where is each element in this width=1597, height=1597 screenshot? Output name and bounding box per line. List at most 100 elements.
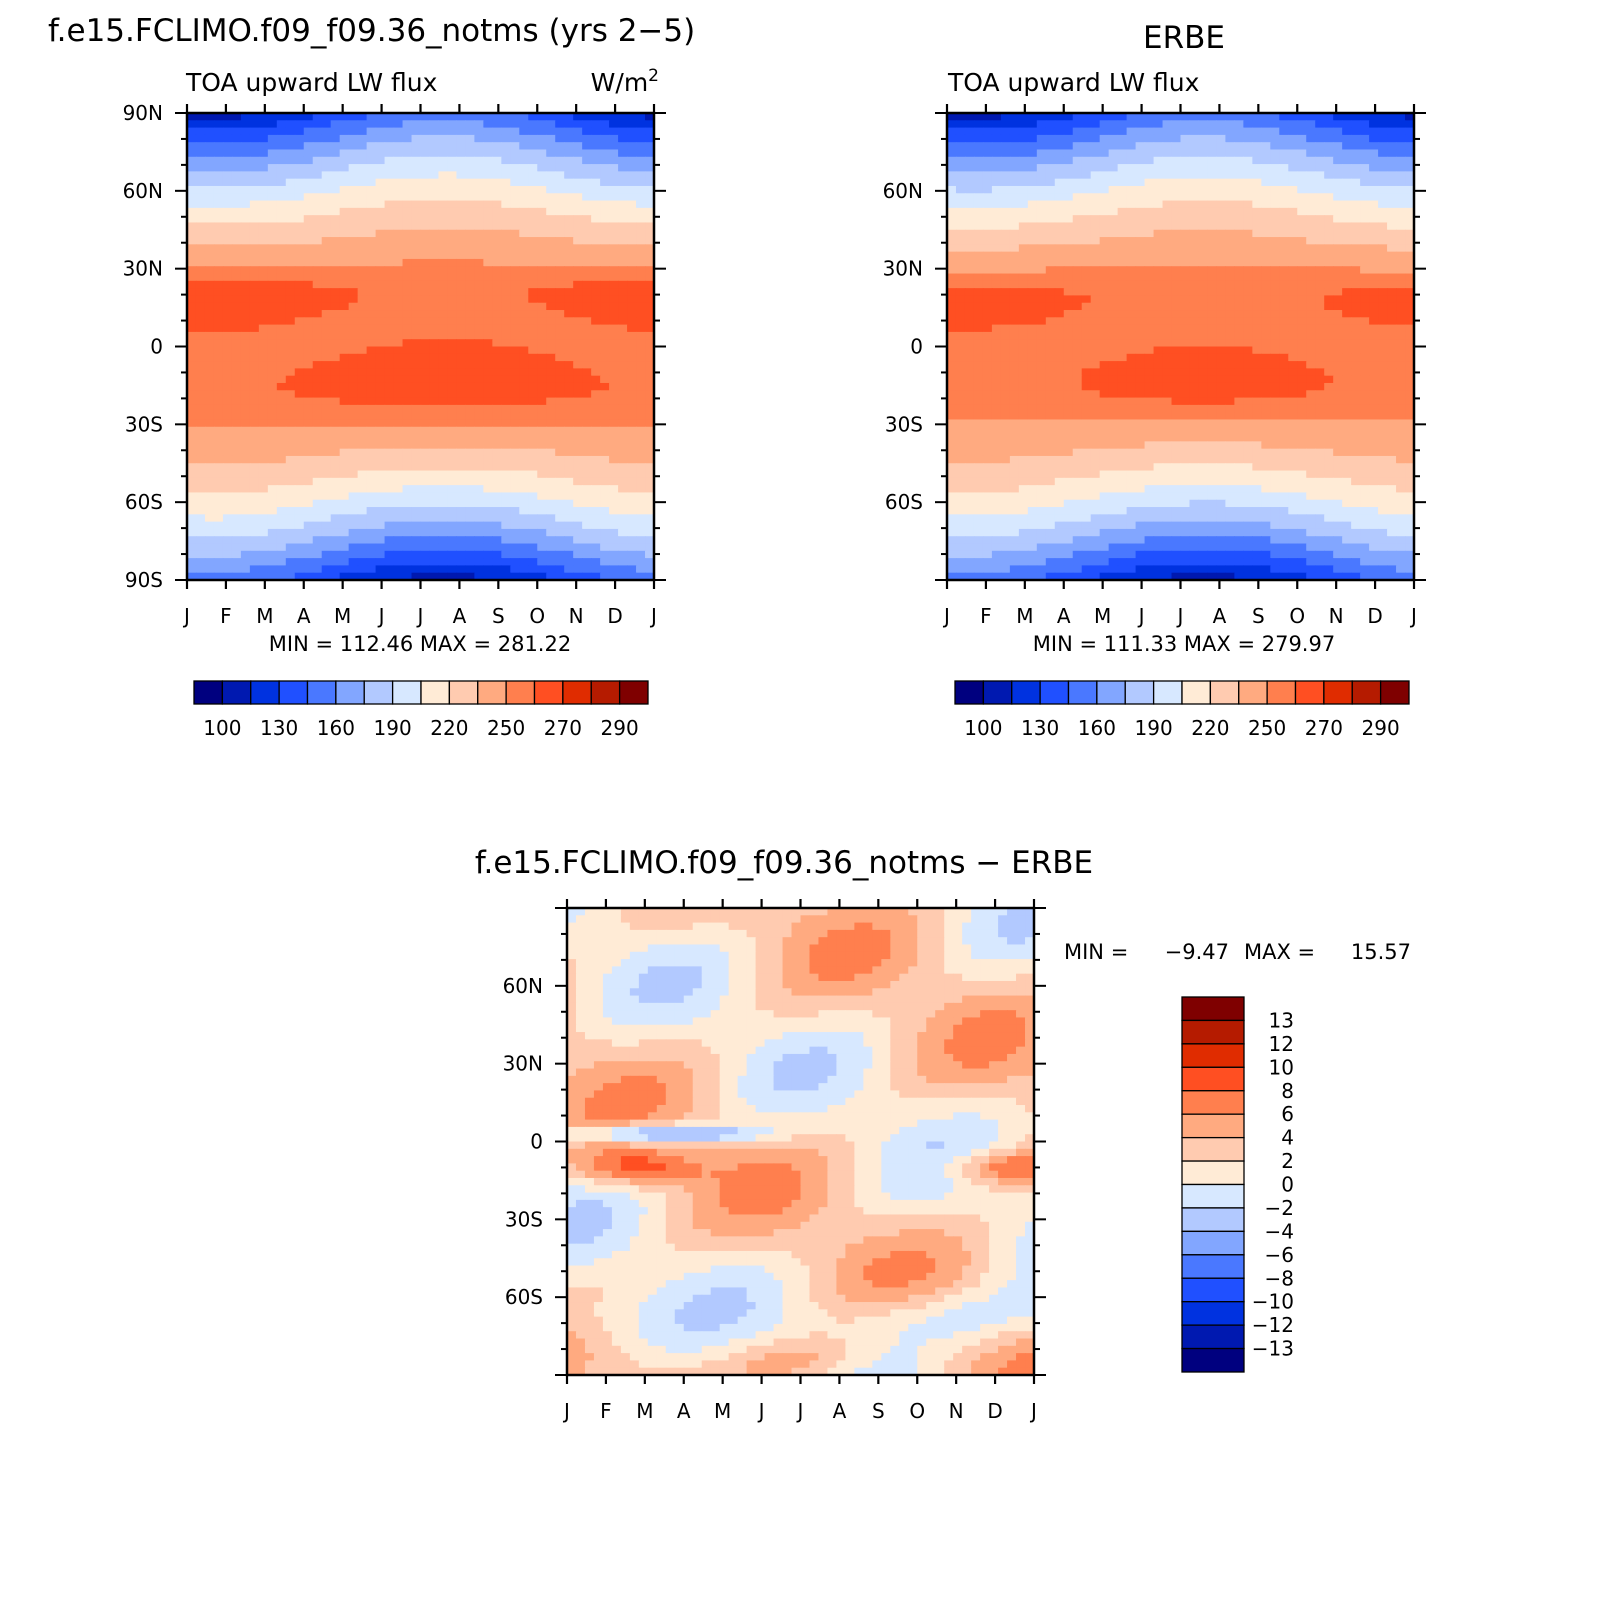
field-cell	[303, 463, 314, 472]
field-cell	[609, 164, 619, 172]
field-cell	[456, 244, 466, 253]
field-cell	[474, 550, 484, 559]
field-cell	[573, 244, 583, 253]
field-cell	[312, 463, 323, 472]
field-cell	[591, 244, 601, 253]
field-cell	[366, 171, 377, 180]
field-cell	[330, 222, 341, 231]
field-cell	[1207, 142, 1218, 151]
field-cell	[393, 222, 404, 231]
field-cell	[411, 528, 422, 537]
field-cell	[546, 448, 556, 457]
field-cell	[258, 455, 269, 464]
field-cell	[1306, 185, 1316, 194]
field-cell	[429, 507, 440, 515]
field-cell	[609, 536, 619, 545]
field-cell	[231, 514, 242, 523]
field-cell	[492, 251, 502, 260]
field-cell	[303, 361, 314, 369]
field-cell	[618, 485, 628, 494]
field-cell	[627, 171, 637, 180]
field-cell	[1234, 222, 1244, 231]
field-cell	[438, 193, 449, 202]
field-cell	[465, 521, 475, 530]
field-cell	[411, 419, 422, 428]
field-cell	[555, 258, 565, 267]
field-cell	[573, 390, 583, 399]
field-cell	[321, 331, 332, 340]
field-cell	[627, 565, 637, 574]
field-cell	[1261, 317, 1271, 326]
field-cell	[591, 324, 601, 333]
field-cell	[483, 156, 493, 165]
field-cell	[438, 448, 449, 457]
field-cell	[1144, 258, 1155, 267]
field-cell	[294, 193, 305, 202]
field-cell	[222, 149, 233, 158]
field-cell	[276, 339, 287, 348]
field-cell	[213, 572, 224, 581]
field-cell	[187, 310, 197, 318]
field-cell	[1171, 215, 1182, 224]
field-cell	[555, 572, 565, 581]
field-cell	[1027, 258, 1038, 267]
field-cell	[1369, 288, 1379, 297]
field-cell	[1387, 134, 1397, 143]
field-cell	[1153, 185, 1164, 194]
field-cell	[591, 441, 601, 450]
field-cell	[240, 280, 251, 289]
field-cell	[276, 156, 287, 165]
field-cell	[645, 550, 655, 559]
field-cell	[1315, 317, 1325, 326]
field-cell	[1027, 178, 1038, 187]
field-cell	[591, 572, 601, 581]
field-cell	[1351, 273, 1361, 282]
field-cell	[348, 164, 359, 172]
field-cell	[447, 156, 458, 165]
field-cell	[294, 120, 305, 129]
field-cell	[546, 113, 556, 121]
field-cell	[1162, 288, 1173, 297]
field-cell	[582, 295, 592, 304]
field-cell	[1396, 310, 1406, 318]
field-cell	[1207, 164, 1218, 172]
field-cell	[546, 302, 556, 311]
field-cell	[195, 485, 206, 494]
field-cell	[303, 113, 314, 121]
field-cell	[312, 324, 323, 333]
field-cell	[645, 404, 655, 413]
field-cell	[600, 164, 610, 172]
field-cell	[555, 120, 565, 129]
field-cell	[1099, 273, 1110, 282]
field-cell	[1333, 258, 1343, 267]
field-cell	[1189, 127, 1200, 136]
field-cell	[195, 404, 206, 413]
field-cell	[303, 543, 314, 552]
field-cell	[501, 171, 511, 180]
field-cell	[393, 353, 404, 362]
field-cell	[330, 149, 341, 158]
field-cell	[618, 565, 628, 574]
field-cell	[546, 127, 556, 136]
field-cell	[267, 120, 278, 129]
field-cell	[303, 404, 314, 413]
field-cell	[955, 288, 966, 297]
field-cell	[1270, 324, 1280, 333]
field-cell	[1135, 280, 1146, 289]
field-cell	[537, 185, 547, 194]
field-cell	[1216, 244, 1226, 253]
field-cell	[366, 288, 377, 297]
field-cell	[231, 178, 242, 187]
field-cell	[339, 390, 350, 399]
field-cell	[591, 397, 601, 406]
field-cell	[366, 266, 377, 275]
field-cell	[555, 375, 565, 384]
field-cell	[564, 499, 574, 508]
field-cell	[1090, 288, 1101, 297]
field-cell	[1360, 288, 1370, 297]
field-cell	[312, 572, 323, 581]
field-cell	[645, 222, 655, 231]
field-cell	[555, 361, 565, 369]
field-cell	[240, 426, 251, 435]
field-cell	[1153, 258, 1164, 267]
